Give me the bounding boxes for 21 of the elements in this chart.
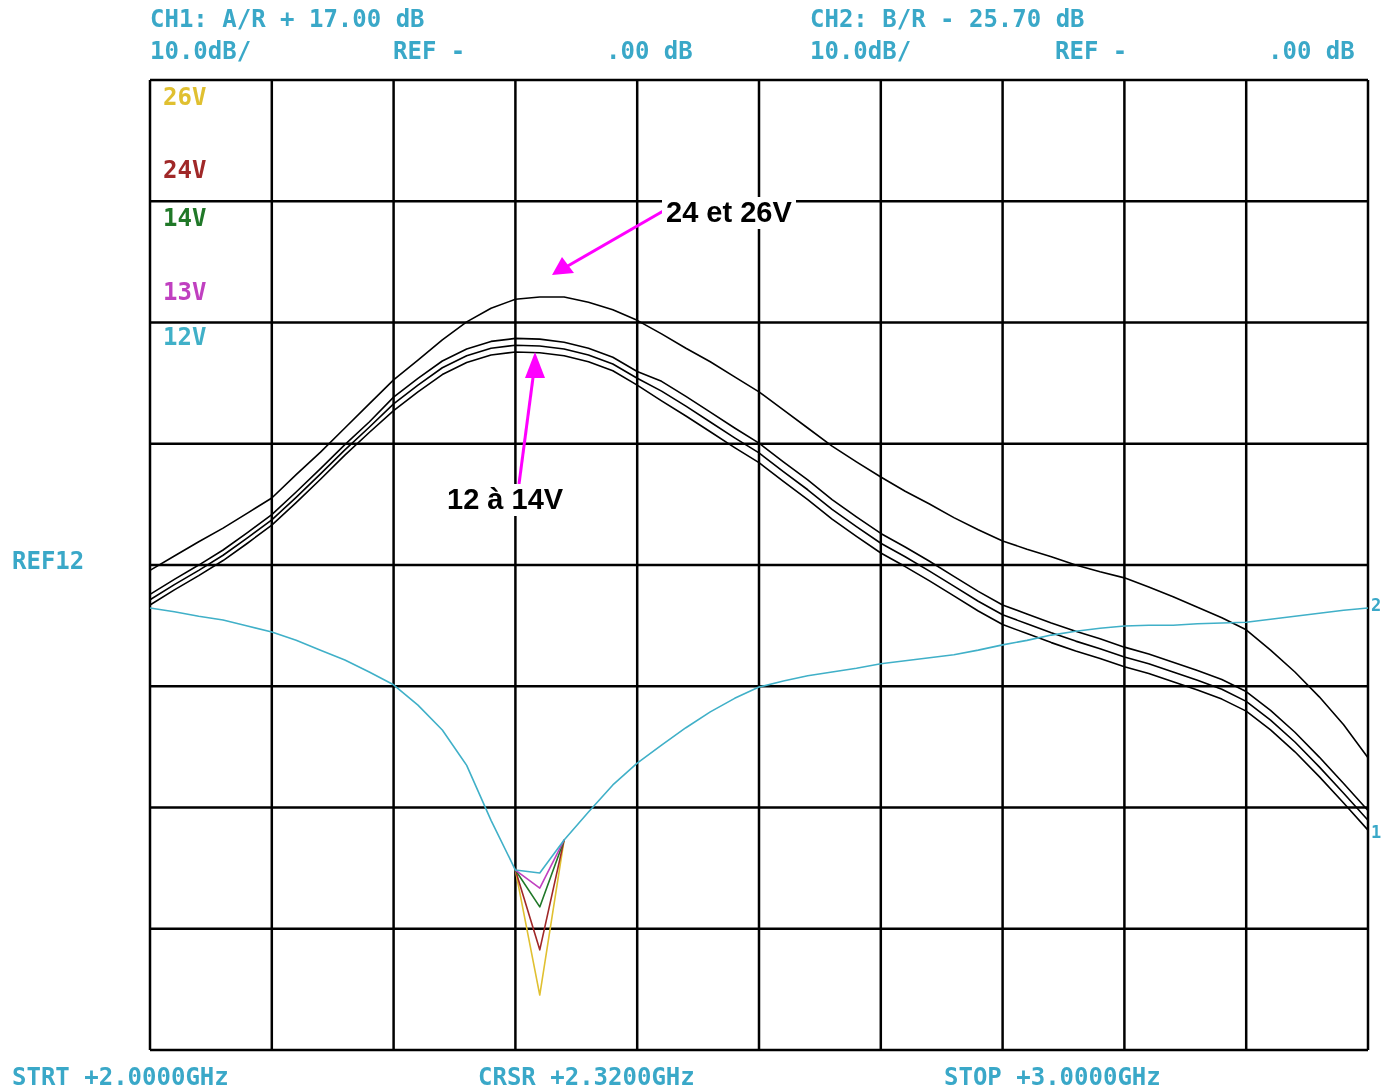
text: STOP +3.0000GHz xyxy=(944,1063,1161,1091)
text: 13V xyxy=(163,278,207,306)
text: 12V xyxy=(163,323,207,351)
text: 24 et 26V xyxy=(662,196,796,229)
text: 2 xyxy=(1371,595,1382,615)
text: CH2: B/R - 25.70 dB xyxy=(810,5,1085,33)
text: REF - xyxy=(393,37,466,65)
text: 10.0dB/ xyxy=(810,37,912,65)
text: REF12 xyxy=(12,547,85,575)
text: 14V xyxy=(163,204,207,232)
annotation: 12 à 14V xyxy=(443,483,568,516)
text: 24V xyxy=(163,156,207,184)
text: 10.0dB/ xyxy=(150,37,252,65)
text: 1 xyxy=(1371,822,1382,842)
text: .00 dB xyxy=(606,37,693,65)
text: 26V xyxy=(163,83,207,111)
text: CRSR +2.3200GHz xyxy=(478,1063,695,1091)
text: .00 dB xyxy=(1268,37,1355,65)
text: CH1: A/R + 17.00 dB xyxy=(150,5,425,33)
text: STRT +2.0000GHz xyxy=(12,1063,229,1091)
text: REF - xyxy=(1055,37,1128,65)
